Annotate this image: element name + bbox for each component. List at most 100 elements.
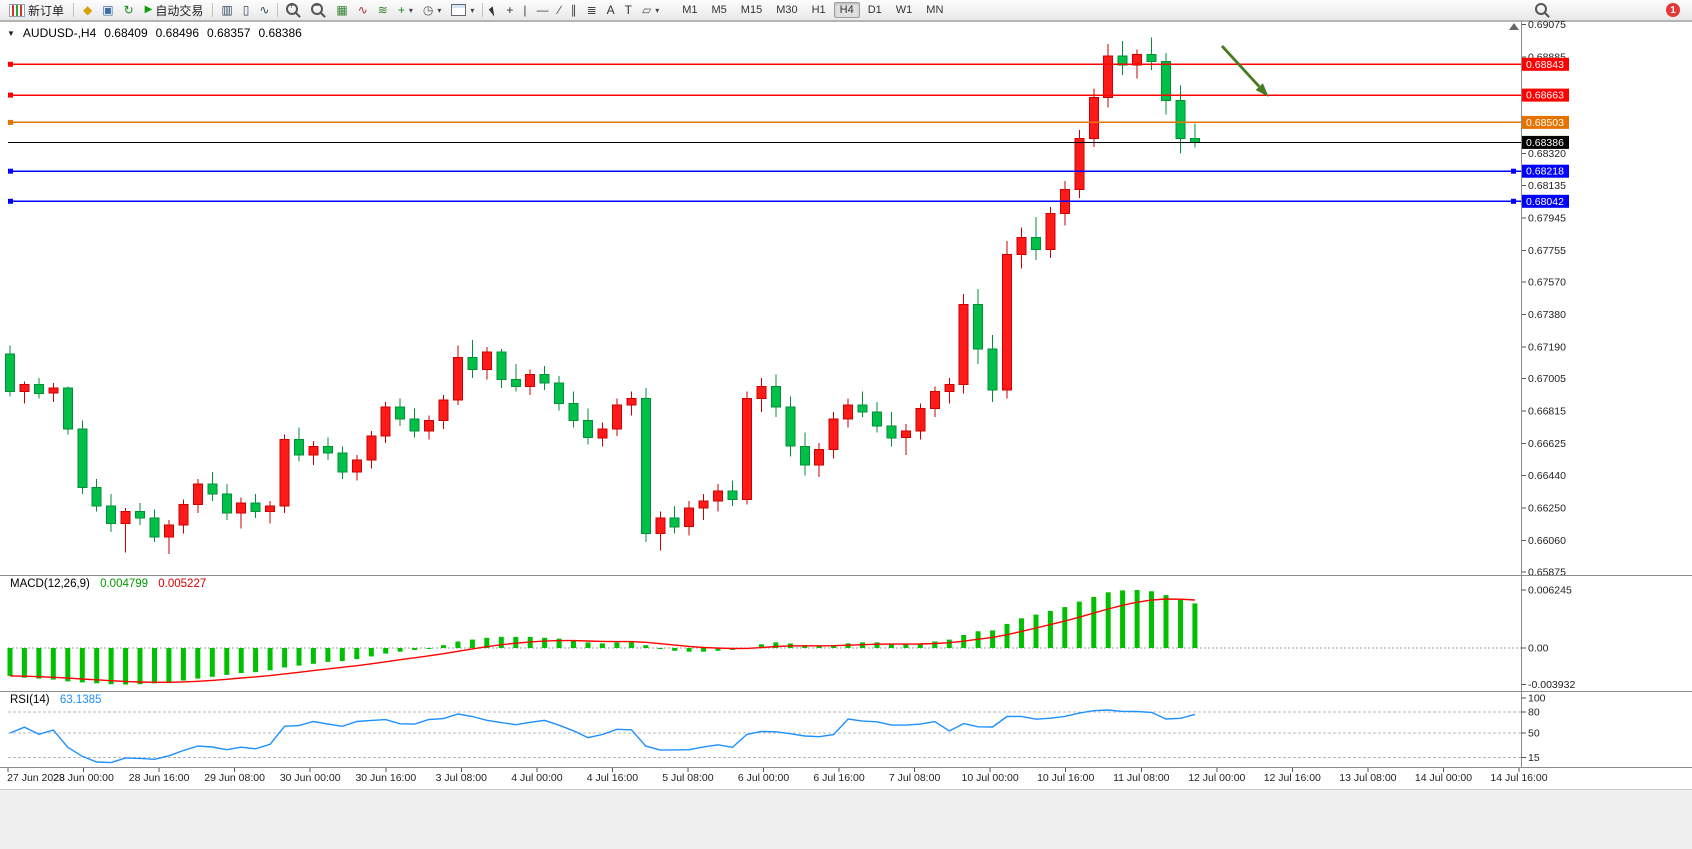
indicators-icon: ∿: [357, 3, 368, 17]
svg-text:0.68218: 0.68218: [1526, 166, 1564, 178]
indicators-button[interactable]: ∿: [353, 0, 373, 21]
timeframe-h4[interactable]: H4: [833, 2, 860, 18]
text-icon: A: [606, 3, 615, 17]
svg-text:100: 100: [1528, 693, 1546, 705]
toolbar-separator: [277, 3, 279, 17]
shapes-icon: ▱: [641, 3, 652, 17]
svg-text:30 Jun 16:00: 30 Jun 16:00: [355, 772, 416, 784]
templates-button[interactable]: ▾: [446, 0, 479, 21]
zoom-out-button[interactable]: [306, 0, 331, 21]
svg-text:30 Jun 00:00: 30 Jun 00:00: [280, 772, 341, 784]
refresh-icon: ↻: [123, 3, 134, 17]
refresh-button[interactable]: ↻: [119, 0, 139, 21]
macd-indicator-label: MACD(12,26,9) 0.004799 0.005227: [10, 578, 206, 590]
svg-text:0.66060: 0.66060: [1528, 535, 1566, 547]
bar-chart-icon: ▥: [221, 3, 233, 17]
svg-text:0.68320: 0.68320: [1528, 148, 1566, 160]
toolbar-separator: [212, 3, 214, 17]
crosshair-icon: +: [506, 3, 514, 17]
chart-info-line: ▼ AUDUSD-,H4 0.68409 0.68496 0.68357 0.6…: [7, 26, 302, 40]
timeframe-m5[interactable]: M5: [711, 4, 727, 16]
svg-text:0.66440: 0.66440: [1528, 470, 1566, 482]
line-chart-icon: ∿: [259, 3, 270, 17]
new-order-icon: [9, 3, 25, 17]
alerts-button[interactable]: ◆: [78, 0, 97, 21]
svg-text:0.69075: 0.69075: [1528, 19, 1566, 31]
svg-text:7 Jul 08:00: 7 Jul 08:00: [889, 772, 941, 784]
svg-text:14 Jul 16:00: 14 Jul 16:00: [1490, 772, 1547, 784]
ohlc-open: 0.68409: [104, 26, 148, 40]
svg-text:0.68503: 0.68503: [1526, 117, 1564, 129]
svg-text:0.006245: 0.006245: [1528, 585, 1572, 597]
timeframe-mn[interactable]: MN: [926, 4, 944, 16]
shapes-button[interactable]: ▱ ▾: [637, 0, 664, 21]
indicator-list-button[interactable]: ≋: [373, 0, 393, 21]
svg-text:0.67570: 0.67570: [1528, 277, 1566, 289]
vertical-line-button[interactable]: |: [518, 0, 531, 21]
svg-text:10 Jul 00:00: 10 Jul 00:00: [961, 772, 1018, 784]
chart-tool-group: ▥▯∿▦∿≋+▾◷▾▾+|—∕∥≣AT▱▾: [209, 0, 664, 21]
zoom-in-icon: [286, 1, 299, 15]
fibonacci-button[interactable]: ≣: [582, 0, 602, 21]
alerts-icon: ◆: [83, 3, 93, 17]
chart-symbol-timeframe: AUDUSD-,H4: [22, 26, 97, 40]
tile-windows-icon: ▦: [336, 3, 348, 17]
text-button[interactable]: A: [602, 0, 620, 21]
tile-windows-button[interactable]: ▦: [331, 0, 352, 21]
templates-icon: [451, 4, 467, 16]
toolbar-separator: [73, 3, 75, 17]
zoom-out-icon: [311, 1, 324, 15]
trendline-button[interactable]: ∕: [554, 0, 566, 21]
macd-signal-value: 0.005227: [158, 578, 207, 590]
periods-button[interactable]: ◷ ▾: [418, 0, 447, 21]
chart-menu-caret-icon[interactable]: ▼: [7, 28, 15, 38]
equidistant-channel-icon: ∥: [570, 3, 577, 17]
new-order-label: 新订单: [28, 3, 65, 18]
svg-text:0.67945: 0.67945: [1528, 212, 1566, 224]
timeframe-d1[interactable]: D1: [867, 4, 882, 16]
svg-text:15: 15: [1528, 752, 1540, 764]
horizontal-line-button[interactable]: —: [532, 0, 554, 21]
line-chart-button[interactable]: ∿: [254, 0, 274, 21]
new-order-button[interactable]: 新订单: [4, 0, 69, 21]
timeframe-group: M1 M5 M15 M30 H1 H4 D1 W1 MN: [675, 2, 950, 18]
svg-text:0.67755: 0.67755: [1528, 245, 1566, 257]
candlestick-chart-button[interactable]: ▯: [238, 0, 255, 21]
timeframe-h1[interactable]: H1: [811, 4, 826, 16]
svg-text:11 Jul 08:00: 11 Jul 08:00: [1113, 772, 1170, 784]
notification-badge[interactable]: 1: [1666, 3, 1680, 17]
toolbar-right-group: 1: [1535, 3, 1688, 17]
timeframe-w1[interactable]: W1: [895, 4, 913, 16]
crosshair-button[interactable]: +: [501, 0, 518, 21]
svg-text:0.67190: 0.67190: [1528, 342, 1566, 354]
auto-trading-label: 自动交易: [155, 3, 204, 18]
timeframe-m1[interactable]: M1: [682, 4, 698, 16]
timeframe-m15[interactable]: M15: [740, 4, 763, 16]
ohlc-high: 0.68496: [155, 26, 200, 40]
timeframe-m30[interactable]: M30: [776, 4, 798, 16]
rsi-name: RSI(14): [10, 694, 50, 706]
text-label-button[interactable]: T: [620, 0, 637, 21]
bar-chart-button[interactable]: ▥: [216, 0, 237, 21]
left-tool-group: ◆ ▣ ↻: [78, 0, 139, 21]
add-indicator-button[interactable]: + ▾: [393, 0, 418, 21]
rsi-indicator-label: RSI(14) 63.1385: [10, 694, 101, 706]
auto-trading-button[interactable]: ▶ 自动交易: [140, 0, 209, 21]
dropdown-caret-icon: ▾: [655, 5, 660, 15]
dropdown-caret-icon: ▾: [470, 5, 475, 15]
cursor-button[interactable]: [486, 0, 501, 21]
trendline-icon: ∕: [558, 3, 561, 17]
ohlc-close: 0.68386: [258, 26, 302, 40]
svg-text:50: 50: [1528, 728, 1540, 740]
equidistant-channel-button[interactable]: ∥: [566, 0, 582, 21]
svg-text:0.68843: 0.68843: [1526, 59, 1564, 71]
text-label-icon: T: [624, 3, 632, 17]
navigator-button[interactable]: ▣: [97, 0, 118, 21]
fibonacci-icon: ≣: [586, 3, 597, 17]
svg-text:6 Jul 16:00: 6 Jul 16:00: [813, 772, 865, 784]
horizontal-line-icon: —: [536, 3, 549, 17]
svg-text:0.66250: 0.66250: [1528, 502, 1566, 514]
zoom-in-button[interactable]: [281, 0, 306, 21]
search-icon[interactable]: [1535, 3, 1547, 15]
